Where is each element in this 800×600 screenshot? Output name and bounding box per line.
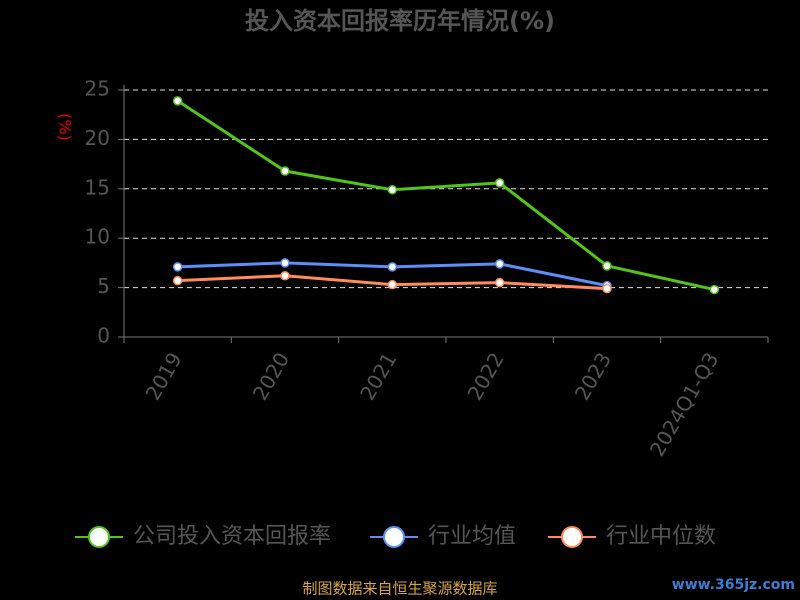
- x-tick-label: 2024Q1-Q3: [645, 348, 724, 460]
- y-tick-label: 25: [85, 77, 110, 101]
- legend-item: 行业均值: [370, 524, 516, 549]
- legend-label: 公司投入资本回报率: [133, 524, 331, 549]
- x-tick-label: 2022: [463, 348, 509, 404]
- legend-item: 公司投入资本回报率: [75, 524, 331, 549]
- y-axis-label: (%): [56, 113, 75, 141]
- legend-label: 行业均值: [428, 524, 516, 549]
- x-tick-label: 2021: [355, 348, 401, 404]
- x-tick-label: 2020: [248, 348, 294, 404]
- y-tick-label: 5: [97, 274, 110, 298]
- data-point: [280, 166, 290, 176]
- y-tick-label: 15: [85, 175, 110, 199]
- data-point: [172, 275, 183, 286]
- legend-marker: [383, 526, 405, 548]
- data-point: [387, 279, 398, 290]
- chart-title: 投入资本回报率历年情况(%): [245, 7, 555, 35]
- data-point: [172, 96, 183, 106]
- data-point: [709, 284, 720, 295]
- footer: 制图数据来自恒生聚源数据库: [302, 580, 497, 598]
- series-line: [176, 99, 715, 292]
- y-tick-label: 0: [97, 324, 110, 348]
- data-point: [387, 262, 398, 272]
- legend-marker: [561, 526, 583, 548]
- x-tick-label: 2023: [570, 348, 616, 404]
- y-tick-label: 20: [85, 126, 110, 150]
- x-tick-label: 2019: [141, 348, 187, 404]
- legend-item: 行业中位数: [548, 524, 716, 549]
- watermark: www.365jz.com: [672, 577, 795, 593]
- data-point: [280, 270, 290, 281]
- data-point: [172, 262, 183, 272]
- data-point: [387, 185, 398, 195]
- data-point: [602, 283, 612, 294]
- data-point: [602, 261, 612, 271]
- data-point: [494, 259, 505, 269]
- y-tick-label: 10: [85, 225, 110, 249]
- legend-label: 行业中位数: [606, 524, 716, 549]
- data-point: [494, 178, 505, 188]
- legend-marker: [88, 526, 110, 548]
- data-point: [494, 277, 505, 288]
- data-point: [280, 258, 290, 268]
